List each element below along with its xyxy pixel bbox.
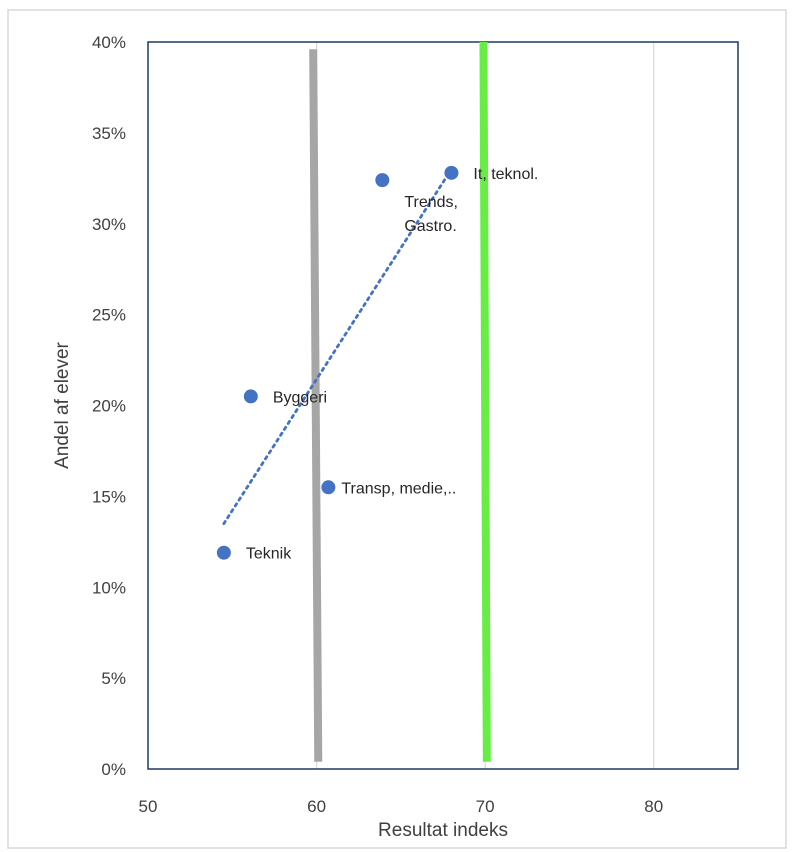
y-tick-label: 5% — [101, 669, 126, 688]
data-point — [444, 165, 459, 180]
y-tick-label: 0% — [101, 760, 126, 779]
y-tick-label: 40% — [92, 33, 126, 52]
data-point-label: Teknik — [246, 546, 292, 563]
x-tick-label: 50 — [139, 797, 158, 816]
y-tick-label: 30% — [92, 215, 126, 234]
data-point-label: Trends, Gastro. — [404, 194, 458, 235]
x-tick-label: 60 — [307, 797, 326, 816]
y-tick-label: 10% — [92, 578, 126, 597]
x-tick-label: 80 — [644, 797, 663, 816]
y-tick-label: 35% — [92, 124, 126, 143]
data-point — [216, 545, 231, 560]
trendline-group — [222, 167, 453, 526]
data-points: Teknik Byggeri Transp, medie,.. Trends, Gast… — [216, 165, 538, 563]
x-tick-label: 70 — [476, 797, 495, 816]
data-point — [321, 480, 336, 495]
data-point-label: It, teknol. — [473, 166, 538, 183]
y-tick-label: 25% — [92, 306, 126, 325]
reference-lines — [309, 41, 491, 762]
data-point — [243, 389, 258, 404]
data-point-label: Byggeri — [273, 389, 327, 406]
plot-area-border — [147, 41, 739, 770]
y-axis-title: Andel af elever — [52, 341, 73, 468]
chart-outer-border — [7, 9, 787, 849]
reference-line-2 — [479, 41, 491, 762]
trendline — [222, 167, 453, 526]
data-point — [375, 173, 390, 188]
y-tick-label: 15% — [92, 487, 126, 506]
reference-line-1 — [309, 49, 323, 762]
data-point-label: Transp, medie,.. — [341, 480, 456, 497]
tick-labels: 0% 5% 10% 15% 20% 25% 30% 35% 40% 50 60 70 80 — [92, 33, 663, 816]
x-axis-title: Resultat indeks — [378, 820, 508, 841]
y-tick-label: 20% — [92, 397, 126, 416]
